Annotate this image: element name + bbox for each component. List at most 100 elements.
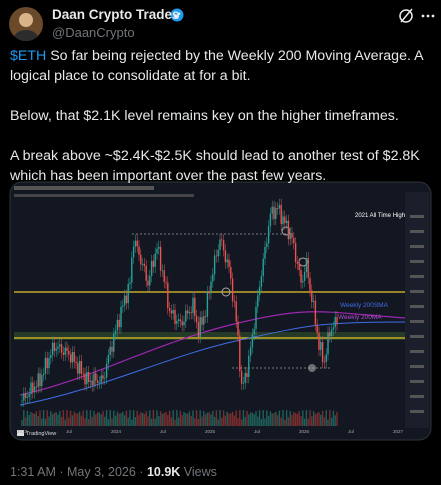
volume — [231, 411, 234, 426]
candle — [298, 263, 300, 270]
candle — [86, 372, 88, 385]
author-name[interactable]: Daan Crypto Trades — [52, 7, 180, 22]
price-axis-label — [410, 245, 424, 248]
volume — [48, 416, 50, 426]
candle — [100, 375, 102, 383]
candle — [302, 280, 304, 283]
candle — [273, 206, 275, 219]
candle — [330, 329, 333, 337]
volume — [235, 410, 237, 426]
volume — [244, 416, 246, 426]
volume — [195, 410, 198, 426]
candle — [212, 274, 214, 282]
volume — [132, 410, 135, 426]
volume — [237, 417, 239, 426]
volume — [278, 410, 281, 426]
candle — [46, 357, 48, 369]
x-axis-label: 2025 — [205, 429, 216, 434]
candle — [136, 240, 138, 247]
volume — [282, 410, 284, 426]
candle — [71, 351, 74, 363]
volume — [71, 415, 74, 426]
volume — [228, 413, 230, 426]
volume — [35, 411, 38, 426]
volume — [149, 410, 151, 426]
volume — [116, 411, 119, 426]
candle — [217, 249, 219, 257]
volume — [285, 410, 288, 426]
candle — [190, 312, 192, 313]
volume — [64, 419, 66, 426]
volume — [204, 414, 207, 426]
views-label: Views — [183, 465, 217, 479]
volume — [98, 412, 101, 426]
volume — [293, 412, 295, 426]
grok-icon[interactable] — [399, 8, 413, 23]
volume — [125, 410, 128, 426]
author-handle[interactable]: @DaanCrypto — [52, 25, 135, 40]
volume — [138, 414, 140, 426]
candle — [192, 297, 194, 313]
candle — [195, 315, 198, 323]
candle — [109, 346, 111, 355]
volume — [307, 418, 309, 426]
chart-image[interactable] — [9, 181, 432, 441]
separator: · — [59, 465, 64, 479]
candle — [230, 266, 232, 279]
volume — [258, 410, 261, 426]
volume — [44, 418, 47, 426]
volume — [323, 417, 326, 426]
volume — [240, 419, 243, 426]
volume — [78, 411, 81, 426]
view-count: 10.9K — [146, 465, 181, 479]
volume — [289, 410, 291, 426]
candle — [266, 243, 268, 247]
volume — [294, 412, 297, 426]
candle — [93, 373, 95, 386]
price-axis-label — [410, 365, 424, 368]
candle — [24, 393, 27, 398]
volume — [30, 412, 32, 426]
candle — [251, 334, 254, 348]
candle — [129, 282, 131, 284]
paragraph: Below, that $2.1K level remains key on t… — [10, 108, 399, 124]
candle — [213, 255, 216, 275]
candle — [176, 320, 178, 324]
volume — [28, 415, 30, 426]
candle — [235, 301, 237, 322]
cashtag[interactable]: $ETH — [10, 48, 47, 64]
volume — [262, 410, 264, 426]
volume — [190, 415, 192, 426]
volume — [298, 411, 300, 426]
volume — [316, 412, 318, 426]
tweet-meta: 1:31 AM · May 3, 2026 · 10.9K Views — [10, 465, 217, 479]
brand-logo — [17, 430, 24, 436]
volume — [239, 410, 241, 426]
volume — [156, 410, 158, 426]
candle — [96, 380, 99, 383]
time[interactable]: 1:31 AM — [10, 465, 56, 479]
candle — [114, 330, 117, 334]
volume — [181, 415, 183, 426]
price-axis-label — [410, 215, 424, 218]
volume — [161, 413, 164, 426]
candle — [203, 316, 205, 325]
candle — [188, 312, 191, 314]
candle — [120, 306, 122, 328]
candle — [159, 246, 162, 271]
candle — [336, 317, 338, 325]
volume — [100, 414, 102, 426]
volume — [77, 413, 79, 426]
candle — [107, 354, 110, 364]
date[interactable]: May 3, 2026 — [67, 465, 136, 479]
candle — [35, 386, 38, 388]
annotation: 2021 All Time High — [355, 213, 405, 219]
volume — [24, 417, 27, 426]
more-menu[interactable] — [421, 14, 435, 18]
volume — [107, 419, 110, 426]
candle — [167, 282, 169, 309]
volume — [46, 410, 48, 426]
volume — [136, 410, 138, 426]
x-axis-label: 2027 — [393, 429, 404, 434]
volume — [68, 417, 70, 426]
